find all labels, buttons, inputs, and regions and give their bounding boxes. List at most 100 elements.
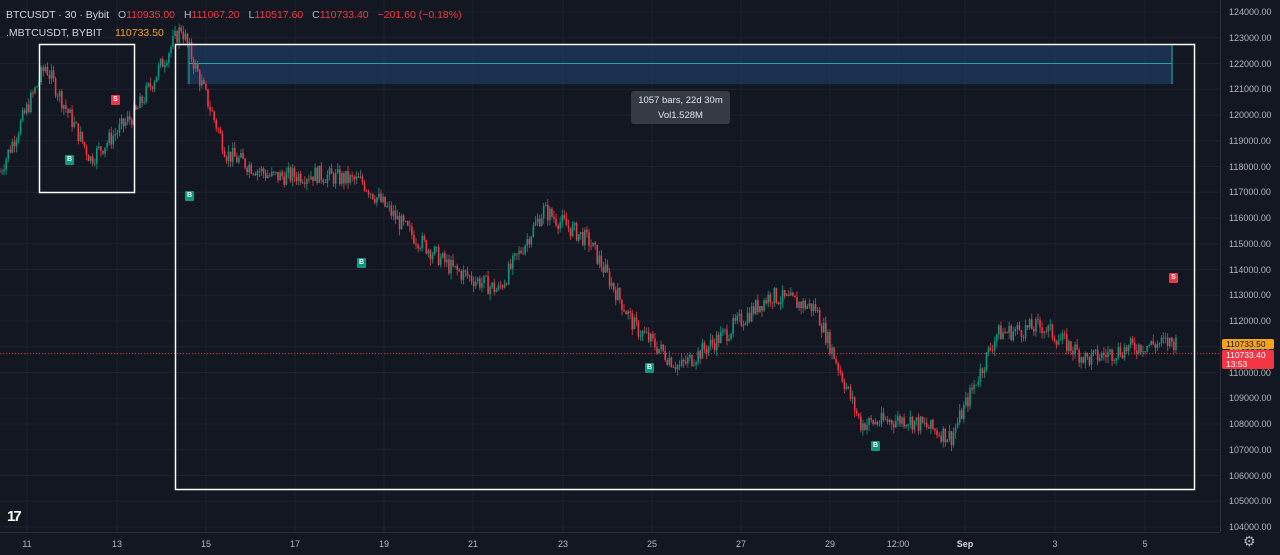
candle-body — [361, 176, 364, 183]
candle-body — [530, 236, 533, 245]
candle-body — [411, 226, 413, 235]
candle-body — [524, 245, 526, 254]
price-tick-label: 123000.00 — [1229, 32, 1272, 43]
candle-body — [1123, 347, 1126, 359]
candle-body — [771, 302, 774, 304]
candle-body — [596, 244, 599, 264]
buy-signal-marker[interactable]: B — [185, 191, 194, 201]
candle-body — [118, 124, 121, 133]
candle-body — [1105, 354, 1107, 358]
candle-body — [790, 292, 792, 296]
candle-body — [868, 417, 870, 425]
candle-body — [806, 305, 809, 309]
candle-body — [1160, 337, 1163, 344]
candle-body — [326, 174, 329, 183]
candle-body — [1111, 349, 1113, 361]
tradingview-logo-icon[interactable]: 17 — [7, 508, 22, 525]
candle-body — [965, 397, 967, 406]
candle-body — [674, 367, 677, 370]
candle-body — [1039, 320, 1041, 328]
candle-body — [221, 133, 224, 152]
candle-body — [977, 381, 980, 385]
candle-body — [1138, 344, 1140, 354]
candle-body — [441, 253, 444, 258]
buy-signal-marker[interactable]: B — [65, 155, 74, 165]
candle-body — [1127, 344, 1130, 352]
legend-open-label: O — [118, 9, 127, 21]
candle-body — [960, 410, 963, 419]
candle-body — [343, 173, 345, 184]
candle-body — [85, 146, 88, 156]
candle-body — [899, 416, 901, 424]
candle-body — [658, 348, 660, 354]
legend-symbol[interactable]: BTCUSDT · 30 · Bybit — [6, 9, 110, 21]
candle-body — [954, 427, 957, 433]
candle-body — [678, 365, 681, 367]
candle-body — [499, 285, 502, 287]
time-axis[interactable]: 11 13 15 17 19 21 23 25 27 29 12:00 Sep 3 5 — [0, 532, 1220, 555]
candle-body — [60, 91, 63, 109]
candle-body — [835, 358, 837, 364]
candle-body — [880, 412, 883, 424]
buy-signal-marker[interactable]: B — [871, 441, 880, 451]
candle-body — [1063, 333, 1066, 335]
candle-body — [1041, 327, 1043, 333]
candle-body — [707, 346, 710, 354]
candle-body — [979, 368, 982, 382]
buy-signal-marker[interactable]: B — [357, 258, 366, 268]
candle-body — [670, 357, 673, 367]
candle-body — [777, 302, 780, 304]
candle-body — [1164, 337, 1167, 339]
candle-body — [112, 135, 115, 145]
candle-body — [143, 101, 145, 103]
price-axis[interactable]: 124000.00 123000.00 122000.00 121000.00 1200… — [1220, 0, 1280, 532]
candle-body — [1035, 319, 1037, 332]
sell-signal-marker[interactable]: S — [111, 95, 120, 105]
sell-signal-marker[interactable]: S — [1169, 273, 1178, 283]
gear-icon[interactable]: ⚙ — [1243, 533, 1256, 549]
candle-body — [876, 421, 879, 425]
candle-body — [882, 412, 885, 420]
candle-body — [1068, 341, 1070, 352]
buy-signal-marker[interactable]: B — [645, 363, 654, 373]
candle-body — [376, 197, 378, 203]
candle-body — [516, 253, 518, 255]
candle-body — [831, 347, 833, 354]
candle-body — [75, 122, 77, 124]
candle-body — [268, 175, 271, 177]
candle-body — [345, 171, 347, 184]
candle-body — [761, 306, 763, 311]
price-tick-label: 116000.00 — [1229, 213, 1271, 223]
candle-body — [833, 347, 835, 359]
candle-body — [730, 333, 732, 339]
candle-body — [878, 423, 881, 425]
candle-body — [402, 215, 405, 222]
candle-body — [849, 386, 852, 399]
candle-body — [102, 150, 104, 154]
price-tick-label: 110000.00 — [1229, 367, 1271, 378]
candle-body — [308, 179, 310, 181]
candle-body — [196, 63, 199, 72]
candle-body — [1096, 349, 1099, 361]
candle-body — [91, 156, 94, 164]
chart-area[interactable] — [0, 0, 1220, 532]
candle-body — [89, 156, 92, 162]
candle-body — [680, 359, 683, 366]
candle-body — [7, 149, 10, 159]
price-tick-label: 122000.00 — [1229, 58, 1272, 69]
price-chart[interactable] — [0, 0, 1220, 532]
candle-body — [1113, 360, 1115, 362]
candle-body — [390, 205, 393, 216]
candle-body — [888, 420, 891, 423]
candle-body — [487, 275, 489, 295]
candle-body — [697, 350, 699, 363]
candle-body — [911, 416, 914, 430]
candle-body — [336, 169, 339, 173]
candle-body — [925, 422, 928, 428]
candle-body — [934, 428, 936, 431]
candle-body — [299, 173, 302, 183]
legend-index-symbol[interactable]: .MBTCUSDT, BYBIT — [6, 27, 103, 39]
candle-body — [501, 285, 504, 288]
candle-body — [647, 332, 650, 342]
candle-body — [1133, 342, 1136, 351]
